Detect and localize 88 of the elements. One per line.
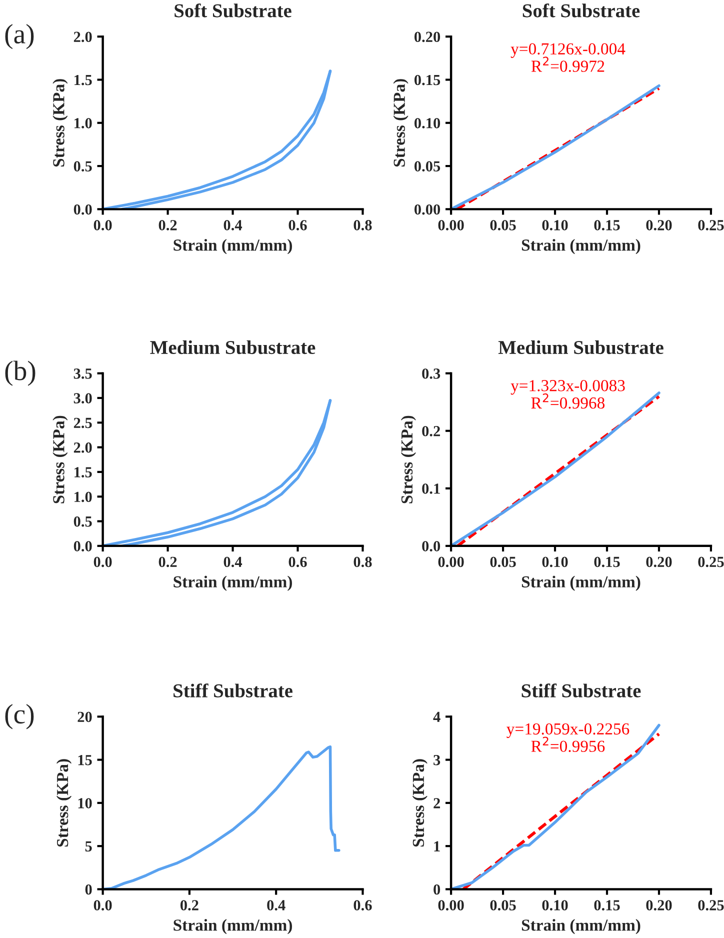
x-tick-label: 0.05 xyxy=(490,556,516,568)
x-axis-title: Strain (mm/mm) xyxy=(174,239,292,254)
y-tick-label: 5 xyxy=(85,841,92,852)
y-tick-label: 3.5 xyxy=(74,368,92,379)
x-tick-label: 0.20 xyxy=(646,220,672,230)
y-tick-label: 15 xyxy=(78,754,92,766)
y-tick-label: 0.0 xyxy=(422,541,440,552)
x-axis-title: Strain (mm/mm) xyxy=(522,239,640,254)
y-axis-title: Stress (KPa) xyxy=(393,79,408,167)
x-tick-label: 0.0 xyxy=(94,556,112,568)
y-tick-label: 1.5 xyxy=(74,74,92,86)
y-tick-label: 0.20 xyxy=(414,32,440,42)
chart-title: Stiff Substrate xyxy=(174,683,292,698)
x-tick-label: 0.25 xyxy=(698,900,724,910)
y-axis-title: Stress (KPa) xyxy=(52,416,68,504)
y-tick-label: 0.1 xyxy=(422,484,440,494)
chart-title: Medium Subustrate xyxy=(150,340,316,354)
x-tick-label: 0.2 xyxy=(180,900,198,910)
x-tick-label: 0.4 xyxy=(267,900,286,910)
y-tick-label: 2 xyxy=(434,798,440,808)
y-tick-label: 0.05 xyxy=(414,161,440,172)
x-tick-label: 0.15 xyxy=(594,556,620,568)
annotation: R$^{2}$=0.9956 xyxy=(531,736,605,752)
y-axis-title: Stress (KPa) xyxy=(412,759,428,847)
y-tick-label: 0.15 xyxy=(414,74,440,86)
x-tick-label: 0.0 xyxy=(94,220,112,230)
y-tick-label: 20 xyxy=(78,712,92,722)
y-tick-label: 2.0 xyxy=(74,32,92,42)
x-tick-label: 0.15 xyxy=(594,900,620,910)
annotation: R$^{2}$=0.9968 xyxy=(531,393,605,409)
y-tick-label: 0.0 xyxy=(74,541,92,552)
x-tick-label: 0.2 xyxy=(158,220,177,230)
x-tick-label: 0.25 xyxy=(698,556,724,568)
y-tick-label: 2.5 xyxy=(74,418,92,428)
y-tick-label: 0 xyxy=(85,884,92,895)
x-tick-label: 0.25 xyxy=(698,220,724,230)
y-axis-title: Stress (KPa) xyxy=(400,416,416,504)
y-axis-title: Stress (KPa) xyxy=(56,759,72,847)
text: (a) xyxy=(5,24,34,50)
y-tick-label: 0.3 xyxy=(422,368,440,379)
text: (c) xyxy=(5,704,34,730)
x-axis-title: Strain (mm/mm) xyxy=(174,576,292,591)
text: (b) xyxy=(5,360,36,386)
x-tick-label: 0.15 xyxy=(594,220,620,230)
chart-title: Soft Substrate xyxy=(522,3,640,18)
x-tick-label: 0.4 xyxy=(224,220,242,230)
y-tick-label: 0.2 xyxy=(422,426,440,436)
y-tick-label: 3.0 xyxy=(74,393,92,404)
x-tick-label: 0.8 xyxy=(354,556,372,568)
annotation: y=1.323x-0.0083 xyxy=(510,380,625,395)
x-axis-title: Strain (mm/mm) xyxy=(522,919,640,934)
x-tick-label: 0.6 xyxy=(354,900,372,910)
x-tick-label: 0.2 xyxy=(158,556,177,568)
x-axis-title: Strain (mm/mm) xyxy=(174,919,292,934)
annotation: R$^{2}$=0.9972 xyxy=(531,56,604,72)
chart-title: Stiff Substrate xyxy=(522,683,641,698)
y-tick-label: 0.10 xyxy=(414,118,440,128)
y-tick-label: 0.0 xyxy=(74,204,92,215)
x-axis-title: Strain (mm/mm) xyxy=(522,576,640,591)
x-tick-label: 0.6 xyxy=(288,556,307,568)
x-tick-label: 0.20 xyxy=(646,900,672,910)
y-tick-label: 1.0 xyxy=(74,492,92,502)
y-tick-label: 10 xyxy=(78,798,92,808)
x-tick-label: 0.8 xyxy=(354,220,372,230)
annotation: y=19.059x-0.2256 xyxy=(506,723,630,738)
x-tick-label: 0.6 xyxy=(288,220,307,230)
y-tick-label: 2.0 xyxy=(74,442,92,453)
y-tick-label: 1.5 xyxy=(74,467,92,478)
x-tick-label: 0.0 xyxy=(94,900,112,910)
chart-title: Medium Subustrate xyxy=(498,340,664,354)
x-tick-label: 0.4 xyxy=(224,556,242,568)
y-tick-label: 0 xyxy=(434,884,440,895)
y-tick-label: 4 xyxy=(433,712,440,722)
x-tick-label: 0.10 xyxy=(542,900,568,910)
y-tick-label: 0.00 xyxy=(414,204,440,215)
x-tick-label: 0.10 xyxy=(542,556,568,568)
x-tick-label: 0.05 xyxy=(490,220,516,230)
y-tick-label: 3 xyxy=(434,754,440,766)
y-tick-label: 1 xyxy=(434,841,440,852)
y-tick-label: 1.0 xyxy=(74,118,92,128)
y-tick-label: 0.5 xyxy=(74,516,92,527)
x-tick-label: 0.10 xyxy=(542,220,568,230)
annotation: y=0.7126x-0.004 xyxy=(510,43,626,58)
x-tick-label: 0.05 xyxy=(490,900,516,910)
chart-title: Soft Substrate xyxy=(174,3,292,18)
y-axis-title: Stress (KPa) xyxy=(52,79,68,167)
y-tick-label: 0.5 xyxy=(74,161,92,172)
x-tick-label: 0.20 xyxy=(646,556,672,568)
